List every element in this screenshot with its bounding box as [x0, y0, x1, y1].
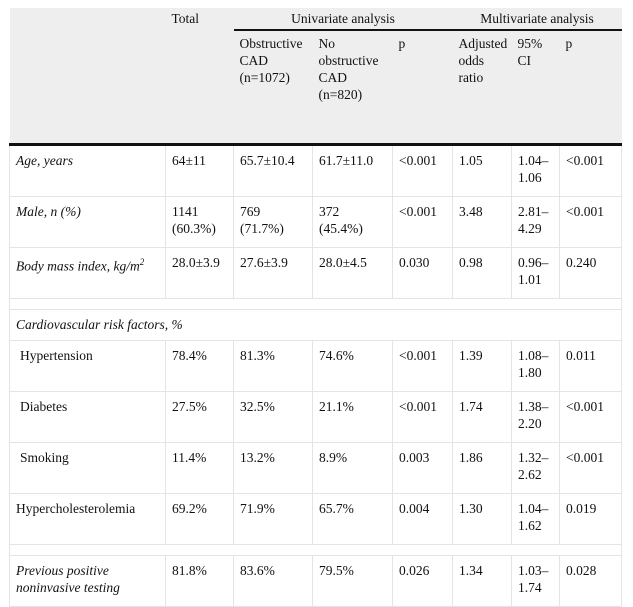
cell: 27.6±3.9 [233, 247, 313, 299]
row-label: Diabetes [9, 391, 166, 443]
cell: 0.026 [391, 555, 454, 607]
header-univariate: Univariate analysis [233, 8, 453, 31]
table-row-hypertension: Hypertension 78.4% 81.3% 74.6% <0.001 1.… [9, 340, 623, 392]
row-label: Previous positive noninvasive testing [9, 555, 166, 607]
cell: 0.004 [391, 493, 454, 545]
row-label: Male, n (%) [9, 196, 166, 248]
table-row-diabetes: Diabetes 27.5% 32.5% 21.1% <0.001 1.74 1… [9, 391, 623, 443]
header-total: Total [165, 8, 234, 30]
row-label: Hypertension [9, 340, 166, 392]
row-label: Smoking [9, 442, 166, 494]
cell: 1.04–1.62 [511, 493, 561, 545]
cell: 0.011 [559, 340, 623, 392]
cell: 1.04–1.06 [511, 143, 561, 197]
cell: <0.001 [559, 196, 623, 248]
cell: 1.05 [452, 143, 513, 197]
cell: 1.38–2.20 [511, 391, 561, 443]
cell: 69.2% [165, 493, 234, 545]
cell: 21.1% [312, 391, 393, 443]
row-label: Age, years [9, 143, 166, 197]
table-row-smoking: Smoking 11.4% 13.2% 8.9% 0.003 1.86 1.32… [9, 442, 623, 494]
cell: 0.019 [559, 493, 623, 545]
cell: 1.74 [452, 391, 513, 443]
header-95-ci: 95% CI [511, 30, 560, 145]
cell: 28.0±3.9 [165, 247, 234, 299]
cell: <0.001 [559, 442, 623, 494]
cell: 11.4% [165, 442, 234, 494]
cell: 81.3% [233, 340, 313, 392]
cell: <0.001 [559, 391, 623, 443]
header-obstructive-cad: Obstructive CAD (n=1072) [233, 30, 313, 145]
cell: 0.028 [559, 555, 623, 607]
cell: 3.48 [452, 196, 513, 248]
cell: <0.001 [391, 196, 454, 248]
cell: 0.030 [391, 247, 454, 299]
header-empty [9, 30, 166, 145]
cell: 74.6% [312, 340, 393, 392]
section-label: Cardiovascular risk factors, % [8, 309, 623, 341]
section-row-cardiovascular: Cardiovascular risk factors, % [8, 309, 623, 341]
cell: <0.001 [391, 143, 454, 197]
cell: 13.2% [233, 442, 313, 494]
cell: 65.7% [312, 493, 393, 545]
header-no-obstructive-cad: No obstructive CAD (n=820) [312, 30, 393, 145]
table-row-male: Male, n (%) 1141 (60.3%) 769 (71.7%) 372… [9, 196, 623, 248]
cell: 83.6% [233, 555, 313, 607]
header-empty [9, 8, 166, 30]
cell: 1.39 [452, 340, 513, 392]
spacer-row [8, 298, 623, 310]
table-row-hypercholesterolemia: Hypercholesterolemia 69.2% 71.9% 65.7% 0… [9, 493, 623, 545]
cell: 71.9% [233, 493, 313, 545]
cell: 1.32–2.62 [511, 442, 561, 494]
cell: 2.81–4.29 [511, 196, 561, 248]
spacer-cell [8, 298, 623, 310]
header-adjusted-odds-ratio: Adjusted odds ratio [452, 30, 512, 145]
spacer-cell [8, 544, 623, 556]
cell: 0.003 [391, 442, 454, 494]
cell: 1.34 [452, 555, 513, 607]
cell: 61.7±11.0 [312, 143, 393, 197]
row-label-text: Body mass index, kg/m [16, 258, 140, 274]
cell: 1.03–1.74 [511, 555, 561, 607]
table-row-age: Age, years 64±11 65.7±10.4 61.7±11.0 <0.… [9, 143, 623, 197]
cell: <0.001 [559, 143, 623, 197]
cell: 0.240 [559, 247, 623, 299]
header-empty [165, 30, 234, 145]
cell: 27.5% [165, 391, 234, 443]
cell: <0.001 [391, 340, 454, 392]
cell: 1.30 [452, 493, 513, 545]
cell: 79.5% [312, 555, 393, 607]
spacer-row [8, 544, 623, 556]
cell: 81.8% [165, 555, 234, 607]
cell: 32.5% [233, 391, 313, 443]
cell: 769 (71.7%) [233, 196, 313, 248]
cell: 1141 (60.3%) [165, 196, 234, 248]
header-p-univariate: p [392, 30, 453, 145]
table-row-bmi: Body mass index, kg/m2 28.0±3.9 27.6±3.9… [9, 247, 623, 299]
row-label-superscript: 2 [139, 257, 145, 267]
cell: 1.08–1.80 [511, 340, 561, 392]
cell: 65.7±10.4 [233, 143, 313, 197]
table-row-previous-testing: Previous positive noninvasive testing 81… [9, 555, 623, 607]
cell: 64±11 [165, 143, 234, 197]
row-label: Hypercholesterolemia [9, 493, 166, 545]
header-multivariate: Multivariate analysis [452, 8, 622, 31]
cell: 1.86 [452, 442, 513, 494]
row-label: Body mass index, kg/m2 [9, 247, 166, 299]
cell: <0.001 [391, 391, 454, 443]
cell: 0.96–1.01 [511, 247, 561, 299]
cell: 8.9% [312, 442, 393, 494]
header-p-multivariate: p [559, 30, 622, 145]
cell: 0.98 [452, 247, 513, 299]
cell: 372 (45.4%) [312, 196, 393, 248]
cell: 28.0±4.5 [312, 247, 393, 299]
cell: 78.4% [165, 340, 234, 392]
results-table: Total Univariate analysis Multivariate a… [8, 8, 623, 607]
